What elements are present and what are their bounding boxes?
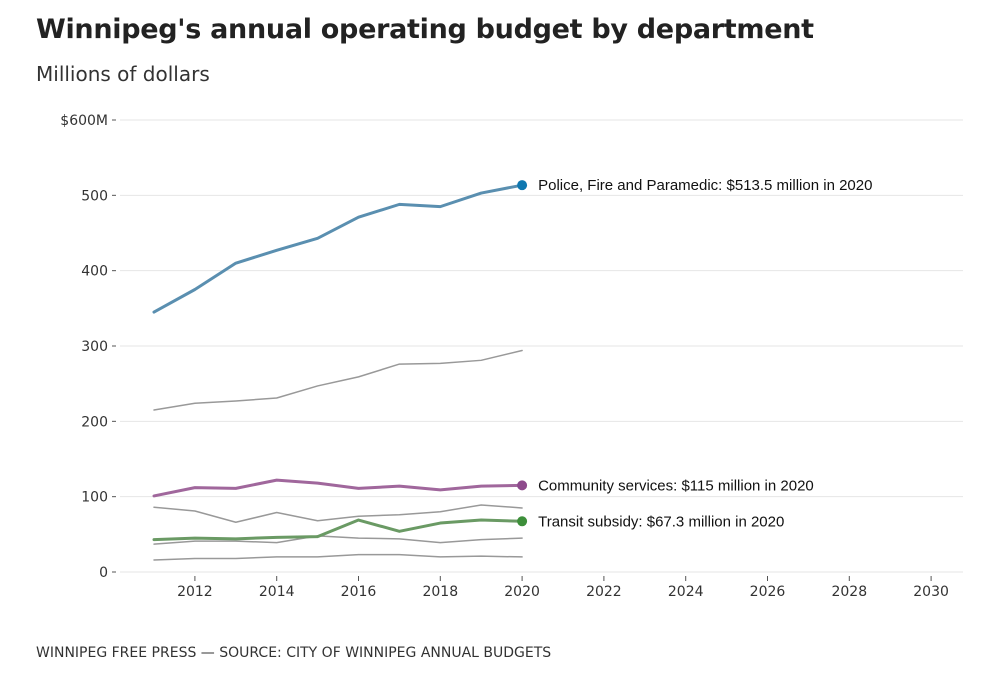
x-tick-label: 2030 (913, 584, 949, 600)
x-tick-label: 2028 (831, 584, 867, 600)
x-tick-label: 2022 (586, 584, 622, 600)
x-tick-label: 2018 (422, 584, 458, 600)
x-tick-label: 2014 (259, 584, 295, 600)
background-series (153, 349, 523, 561)
x-tick-label: 2012 (177, 584, 213, 600)
y-tick-label: 0 (99, 565, 108, 581)
series-line-transit-subsidy (152, 518, 524, 542)
chart-subtitle: Millions of dollars (36, 62, 210, 86)
series-line-other-department-b (153, 504, 523, 524)
series-line-police-fire-and-paramedic (152, 183, 524, 314)
annotation-police-fire-and-paramedic: Police, Fire and Paramedic: $513.5 milli… (538, 177, 872, 194)
end-point-community-services (517, 480, 528, 491)
y-tick-label: 400 (81, 264, 108, 280)
y-tick-label: 300 (81, 339, 108, 355)
x-axis: 2012 2014 2016 2018 2020 2022 2024 2026 2028 2030 (177, 576, 949, 600)
x-tick-label: 2020 (504, 584, 540, 600)
annotation-community-services: Community services: $115 million in 2020 (538, 477, 814, 494)
series-line-other-department-a (153, 349, 523, 411)
y-axis: 0 100 200 300 400 500 $600M (60, 113, 116, 581)
highlighted-series (152, 183, 524, 542)
end-point-transit-subsidy (517, 516, 528, 527)
chart-title: Winnipeg's annual operating budget by de… (36, 14, 814, 45)
series-line-other-department-d (153, 553, 523, 561)
x-tick-label: 2016 (341, 584, 377, 600)
annotations: Police, Fire and Paramedic: $513.5 milli… (517, 177, 872, 530)
end-point-police-fire-and-paramedic (517, 180, 528, 191)
y-tick-label: $600M (60, 113, 108, 129)
y-tick-label: 500 (81, 188, 108, 204)
source-note: WINNIPEG FREE PRESS — SOURCE: CITY OF WI… (36, 645, 552, 661)
x-tick-label: 2024 (668, 584, 704, 600)
gridlines (120, 119, 963, 573)
x-tick-label: 2026 (750, 584, 786, 600)
series-line-community-services (152, 478, 524, 498)
y-tick-label: 100 (81, 490, 108, 506)
y-tick-label: 200 (81, 414, 108, 430)
series-line-other-department-c (153, 535, 523, 545)
annotation-transit-subsidy: Transit subsidy: $67.3 million in 2020 (538, 513, 784, 530)
